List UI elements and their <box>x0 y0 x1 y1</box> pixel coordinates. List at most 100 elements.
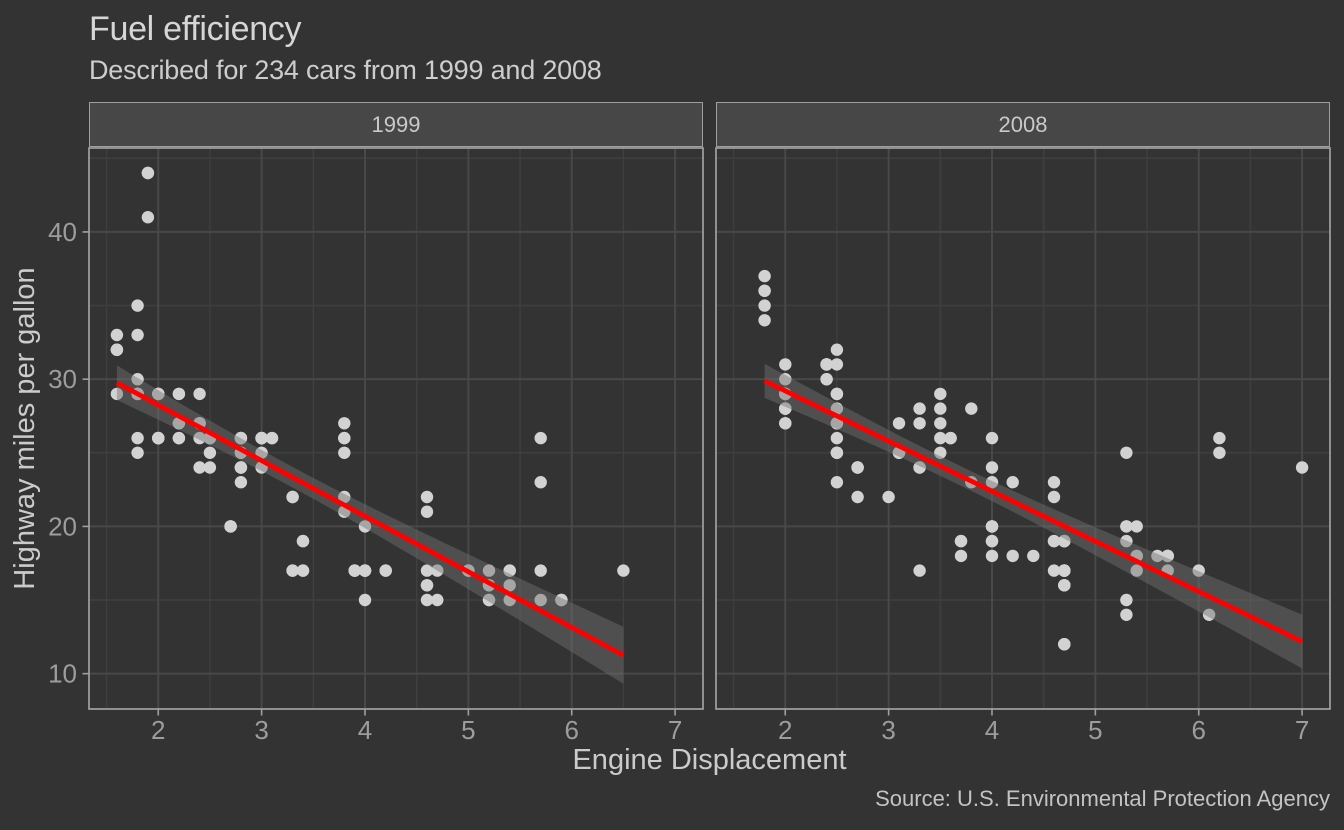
data-point <box>1161 549 1174 563</box>
panel-border <box>715 147 1331 710</box>
data-point <box>820 358 833 371</box>
data-point <box>913 461 926 474</box>
data-point <box>131 328 144 342</box>
data-point <box>830 387 844 401</box>
data-point <box>1058 579 1071 592</box>
data-point <box>851 490 864 504</box>
data-point <box>338 431 351 445</box>
data-point <box>203 446 217 459</box>
data-point <box>779 417 792 430</box>
data-point <box>1130 564 1143 577</box>
data-point <box>1202 608 1216 621</box>
data-point <box>255 446 268 459</box>
data-point <box>203 461 217 474</box>
data-point <box>617 564 630 577</box>
data-point <box>131 446 144 459</box>
data-point <box>1192 564 1205 577</box>
chart-subtitle: Described for 234 cars from 1999 and 200… <box>89 55 602 85</box>
data-point <box>934 387 947 401</box>
data-point <box>1047 490 1061 504</box>
data-point <box>954 549 968 563</box>
x-tick-label: 7 <box>668 715 682 745</box>
data-point <box>555 593 568 607</box>
axis-ticks <box>82 231 676 716</box>
data-point <box>286 564 299 577</box>
x-tick-label: 2 <box>151 715 165 745</box>
confidence-band <box>116 365 624 684</box>
data-point <box>152 387 165 401</box>
data-point <box>779 358 792 371</box>
data-point <box>830 402 844 415</box>
y-tick-label: 20 <box>48 511 77 541</box>
data-point <box>934 431 947 445</box>
data-point <box>379 564 392 577</box>
data-point <box>830 417 844 430</box>
data-point <box>131 431 144 445</box>
data-point <box>830 358 844 371</box>
data-point <box>830 446 844 459</box>
data-point <box>1047 476 1061 489</box>
data-point <box>358 520 372 533</box>
data-point <box>985 461 999 474</box>
regression-line <box>763 378 1304 644</box>
data-point <box>758 299 771 312</box>
data-point <box>1027 549 1040 563</box>
data-point <box>1151 549 1164 563</box>
data-point <box>1295 461 1309 474</box>
x-tick-label: 4 <box>358 715 372 745</box>
data-point <box>779 402 792 415</box>
panel-background <box>716 148 1330 709</box>
data-point <box>420 579 434 592</box>
panel-background <box>89 148 703 709</box>
data-point <box>131 373 144 386</box>
data-point <box>172 431 186 445</box>
data-point <box>1058 564 1071 577</box>
facet-strip-label: 1999 <box>371 111 421 137</box>
data-point <box>954 534 968 548</box>
data-point <box>193 387 206 401</box>
data-point <box>193 431 206 445</box>
data-point <box>1120 446 1133 459</box>
data-point <box>830 431 844 445</box>
data-point <box>882 490 895 504</box>
data-point <box>358 564 372 577</box>
data-point <box>193 461 206 474</box>
data-point <box>358 593 372 607</box>
data-point <box>985 549 999 563</box>
data-point <box>913 402 926 415</box>
x-tick-label: 5 <box>1088 715 1102 745</box>
axis-tick-labels: 2 3 4 5 6 7 <box>778 715 1309 745</box>
data-point <box>420 505 434 518</box>
data-point <box>758 284 771 297</box>
data-point <box>431 593 444 607</box>
data-point <box>110 343 124 356</box>
data-point <box>913 564 926 577</box>
x-tick-label: 3 <box>881 715 895 745</box>
data-point <box>934 446 947 459</box>
axis-tick-labels: 2 3 4 5 6 7 10 20 30 40 <box>48 217 682 745</box>
data-point <box>758 269 771 283</box>
panel-1999: 2 3 4 5 6 7 10 20 30 40 <box>48 147 704 745</box>
facet-strip-label: 2008 <box>998 111 1048 137</box>
data-point <box>503 579 516 592</box>
data-point <box>934 417 947 430</box>
data-point <box>892 417 906 430</box>
y-tick-label: 40 <box>48 217 77 247</box>
data-point <box>913 417 926 430</box>
data-point <box>431 564 444 577</box>
data-point <box>985 476 999 489</box>
data-point <box>1120 520 1133 533</box>
confidence-band <box>764 363 1303 669</box>
data-point <box>820 373 833 386</box>
data-point <box>830 476 844 489</box>
data-point <box>985 520 999 533</box>
data-point <box>1006 476 1019 489</box>
data-point <box>338 490 351 504</box>
data-point <box>985 534 999 548</box>
data-point <box>1058 534 1071 548</box>
y-axis-title: Highway miles per gallon <box>9 267 41 590</box>
grid-minor <box>89 148 703 709</box>
data-point <box>482 593 496 607</box>
